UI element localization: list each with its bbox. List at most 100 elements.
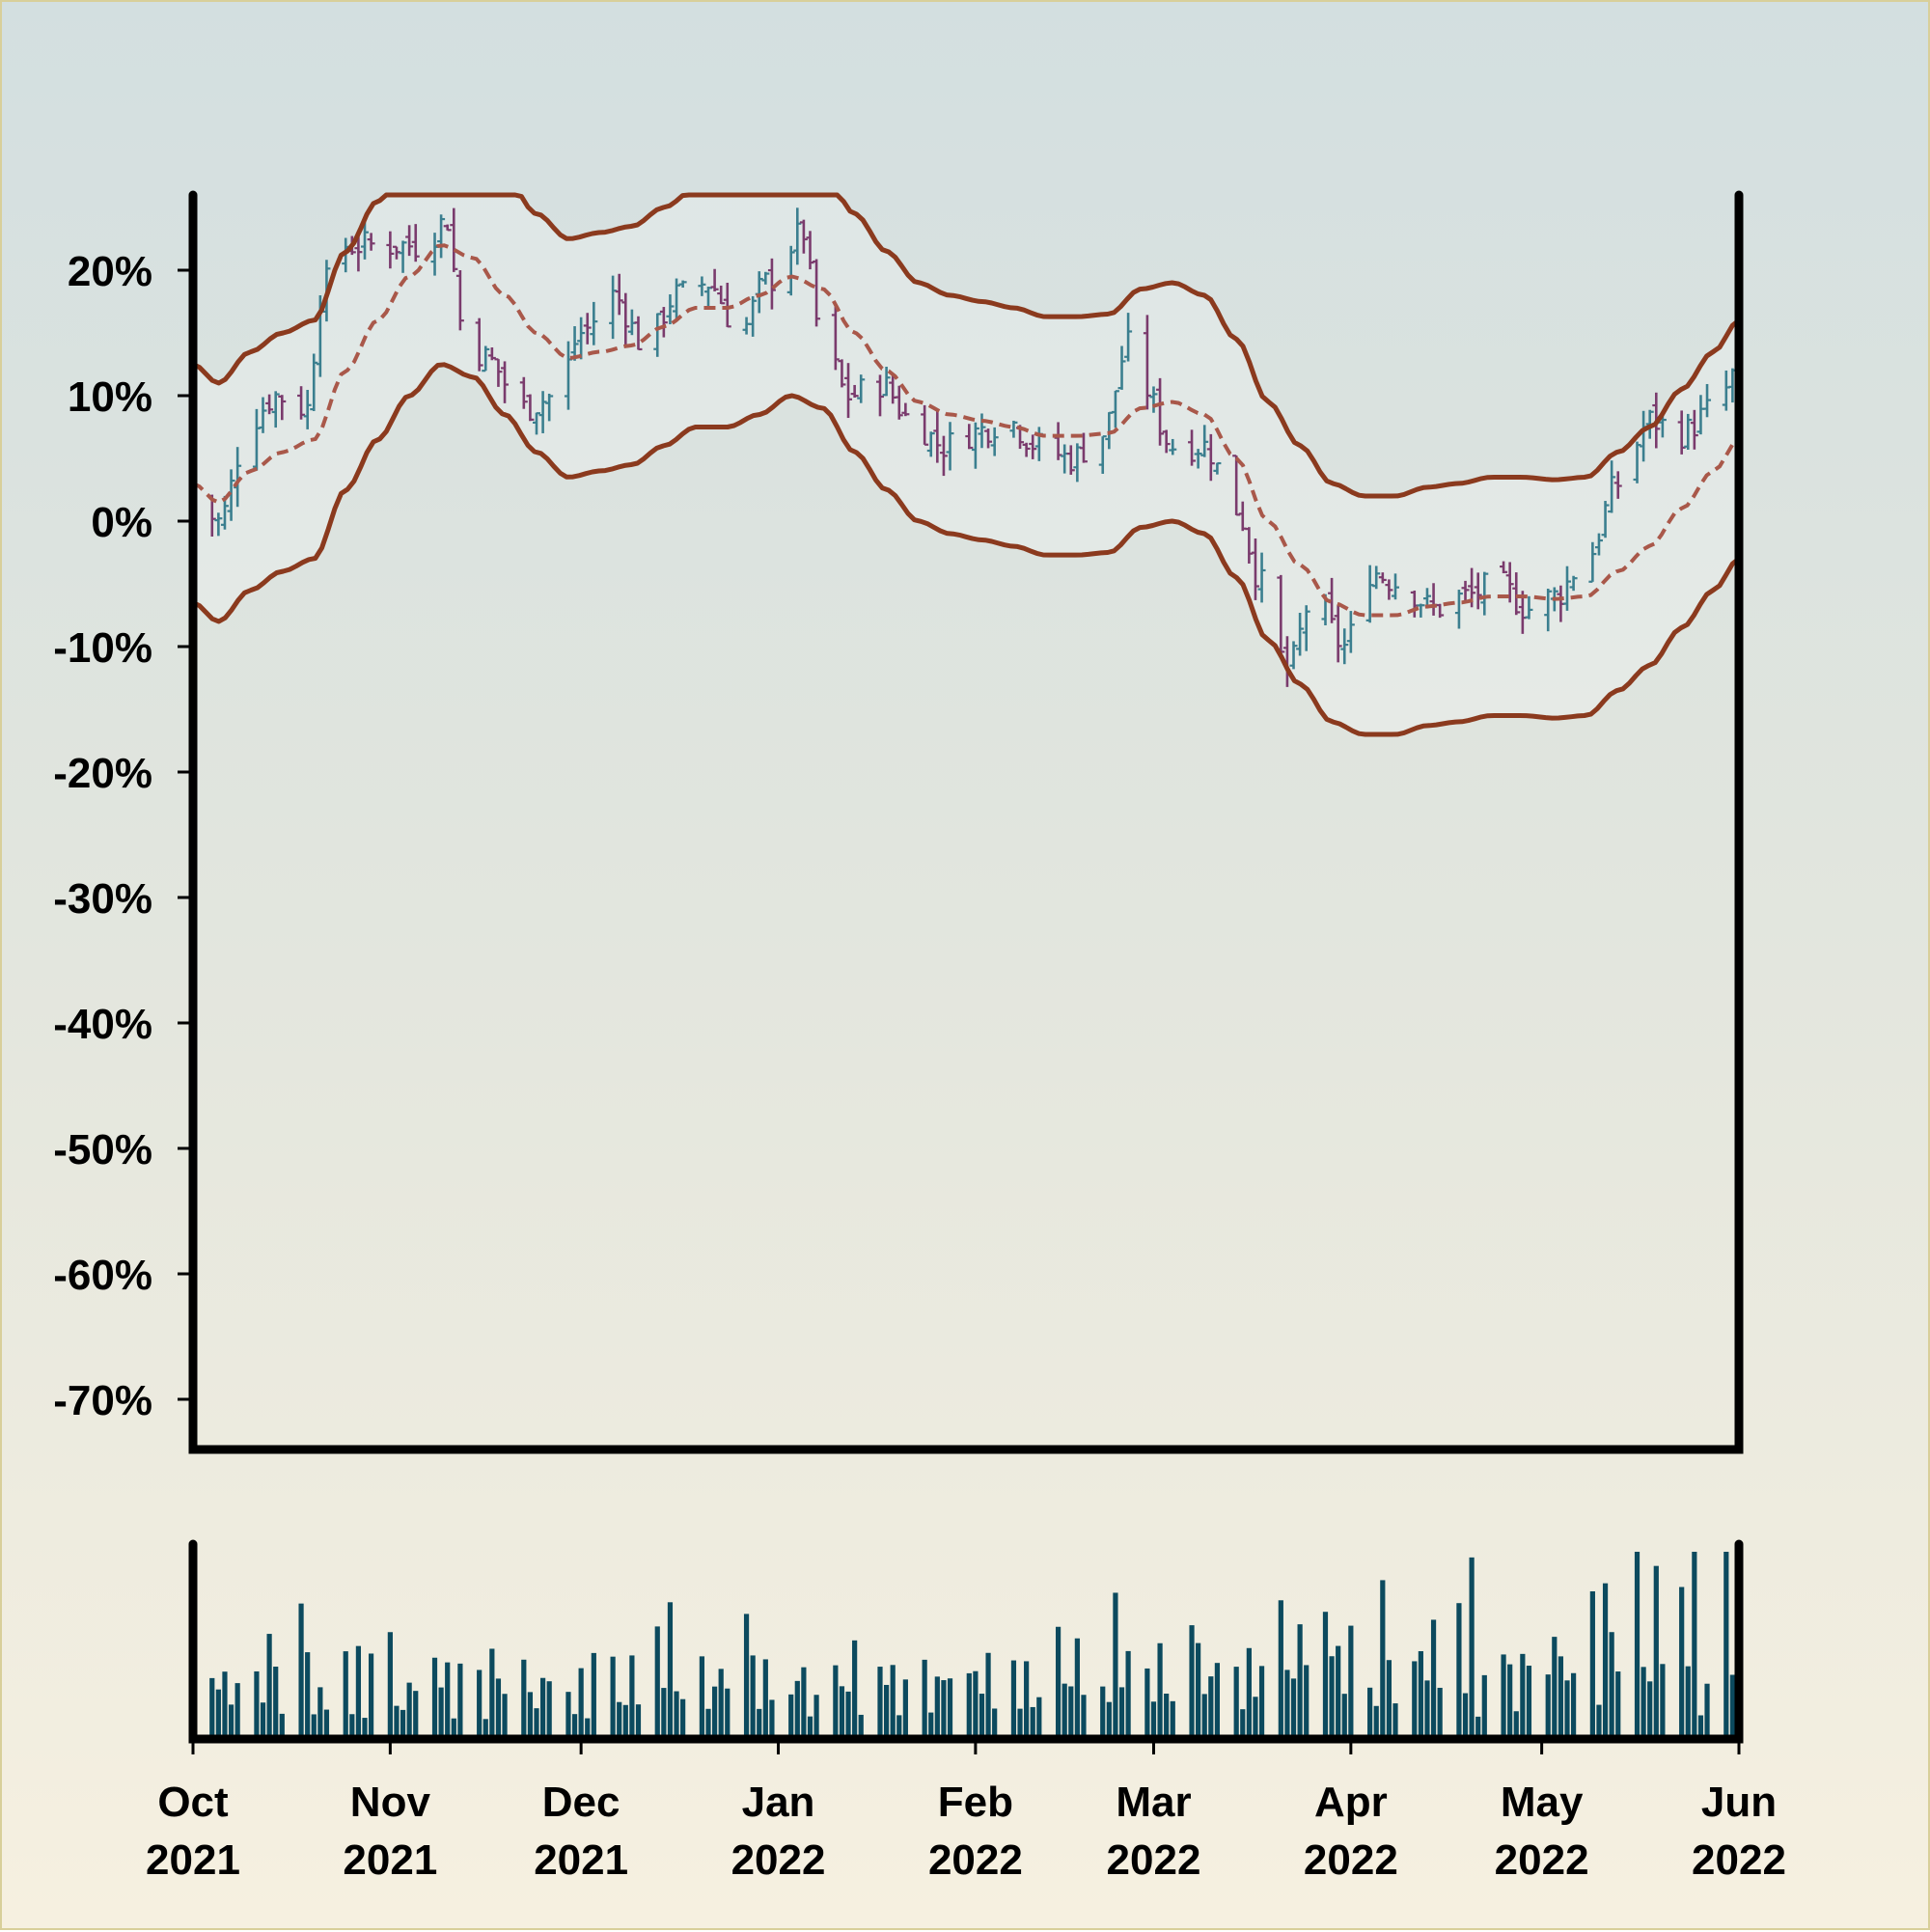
volume-bar <box>1392 1703 1398 1739</box>
ohlc-bar <box>634 316 643 351</box>
ohlc-bar <box>1608 460 1616 513</box>
volume-bar <box>934 1676 940 1739</box>
volume-bar <box>234 1683 240 1739</box>
ohlc-bar <box>265 394 274 415</box>
ohlc-bar <box>698 276 706 296</box>
upper-band-line <box>191 192 1741 499</box>
volume-bar <box>1430 1619 1437 1739</box>
ohlc-bar <box>761 271 770 285</box>
volume-bar <box>680 1698 686 1739</box>
ohlc-bar <box>220 495 229 530</box>
x-tick-year: 2021 <box>146 1836 240 1884</box>
volume-bar <box>1010 1660 1017 1739</box>
y-tick-label: -20% <box>53 750 152 797</box>
volume-bar <box>890 1665 896 1739</box>
volume-bar <box>1055 1626 1062 1739</box>
ohlc-bar <box>678 280 687 289</box>
volume-bar <box>521 1659 527 1739</box>
ohlc-bar <box>1029 434 1037 459</box>
volume-bar <box>1507 1664 1513 1739</box>
volume-bar <box>769 1699 775 1739</box>
volume-bar <box>1729 1674 1736 1739</box>
ohlc-bar <box>487 346 496 361</box>
ohlc-bar <box>1251 538 1259 600</box>
volume-bar <box>1024 1661 1030 1739</box>
volume-bar <box>1157 1642 1163 1739</box>
volume-bar <box>922 1659 927 1739</box>
volume-bar <box>1189 1625 1195 1739</box>
volume-bar <box>482 1719 488 1739</box>
ohlc-bar <box>1098 435 1107 474</box>
ohlc-bar <box>1392 573 1399 600</box>
ohlc-bar <box>666 294 675 325</box>
ohlc-bar <box>971 422 979 469</box>
volume-bar <box>1526 1666 1532 1739</box>
volume-bar <box>228 1704 234 1739</box>
volume-bar <box>527 1692 534 1739</box>
x-tick-month: Nov <box>350 1779 431 1826</box>
volume-bar <box>1329 1656 1335 1739</box>
ohlc-bar <box>1289 641 1298 670</box>
volume-bar <box>539 1677 546 1739</box>
ohlc-bar <box>921 404 929 446</box>
x-tick-year: 2022 <box>1495 1836 1589 1884</box>
ohlc-bar <box>411 224 420 262</box>
volume-bar <box>578 1668 584 1739</box>
ohlc-bar <box>1117 345 1126 390</box>
volume-bar <box>1704 1683 1710 1739</box>
volume-bar <box>1246 1647 1252 1739</box>
ohlc-bar <box>437 214 446 259</box>
volume-bar <box>1412 1661 1418 1739</box>
ohlc-bar <box>1372 566 1381 590</box>
volume-bar <box>1615 1671 1621 1739</box>
volume-bar <box>667 1602 674 1739</box>
volume-bar <box>273 1667 279 1739</box>
volume-bar <box>1513 1711 1519 1739</box>
y-tick-label: -70% <box>53 1377 152 1424</box>
ohlc-bar <box>1340 628 1349 665</box>
volume-bar <box>622 1704 628 1739</box>
y-tick-label: 20% <box>68 248 152 295</box>
ohlc-bar <box>367 233 375 251</box>
volume-bar <box>813 1695 819 1739</box>
ohlc-bar <box>278 395 287 421</box>
ohlc-bar <box>965 424 974 450</box>
volume-bar <box>266 1634 272 1739</box>
volume-bar <box>1106 1701 1112 1739</box>
volume-bar <box>534 1708 539 1739</box>
volume-bar <box>445 1662 451 1739</box>
x-tick-year: 2022 <box>1107 1836 1201 1884</box>
x-tick-year: 2022 <box>928 1836 1023 1884</box>
ohlc-bar <box>984 428 993 449</box>
ohlc-bar <box>653 313 662 357</box>
volume-bar <box>896 1715 902 1739</box>
volume-bar <box>1304 1665 1310 1739</box>
volume-bar <box>571 1714 578 1739</box>
volume-bar <box>833 1665 839 1739</box>
ohlc-bar <box>538 391 547 433</box>
volume-bar <box>1609 1632 1614 1739</box>
volume-bar <box>362 1718 368 1739</box>
ohlc-bar <box>767 258 776 310</box>
moving-average-line <box>192 243 1741 618</box>
volume-bar <box>699 1656 705 1739</box>
volume-bar <box>1602 1583 1609 1739</box>
volume-bar <box>1164 1693 1170 1739</box>
volume-bar <box>1589 1590 1595 1739</box>
ohlc-bar <box>1474 572 1482 610</box>
volume-bar <box>788 1694 794 1739</box>
volume-bar <box>477 1670 482 1739</box>
volume-bar <box>858 1714 864 1739</box>
volume-bar <box>565 1692 571 1739</box>
ohlc-bar <box>1009 420 1018 438</box>
volume-bar <box>489 1648 495 1739</box>
ohlc-bar <box>1525 595 1533 620</box>
volume-bar <box>254 1670 260 1739</box>
ohlc-bar <box>545 393 554 422</box>
ohlc-bar <box>1022 442 1031 457</box>
ohlc-bar <box>710 268 719 291</box>
ohlc-bar <box>386 231 395 269</box>
volume-bar <box>1723 1552 1729 1739</box>
ohlc-bar <box>494 358 503 387</box>
volume-bar <box>1462 1693 1469 1739</box>
